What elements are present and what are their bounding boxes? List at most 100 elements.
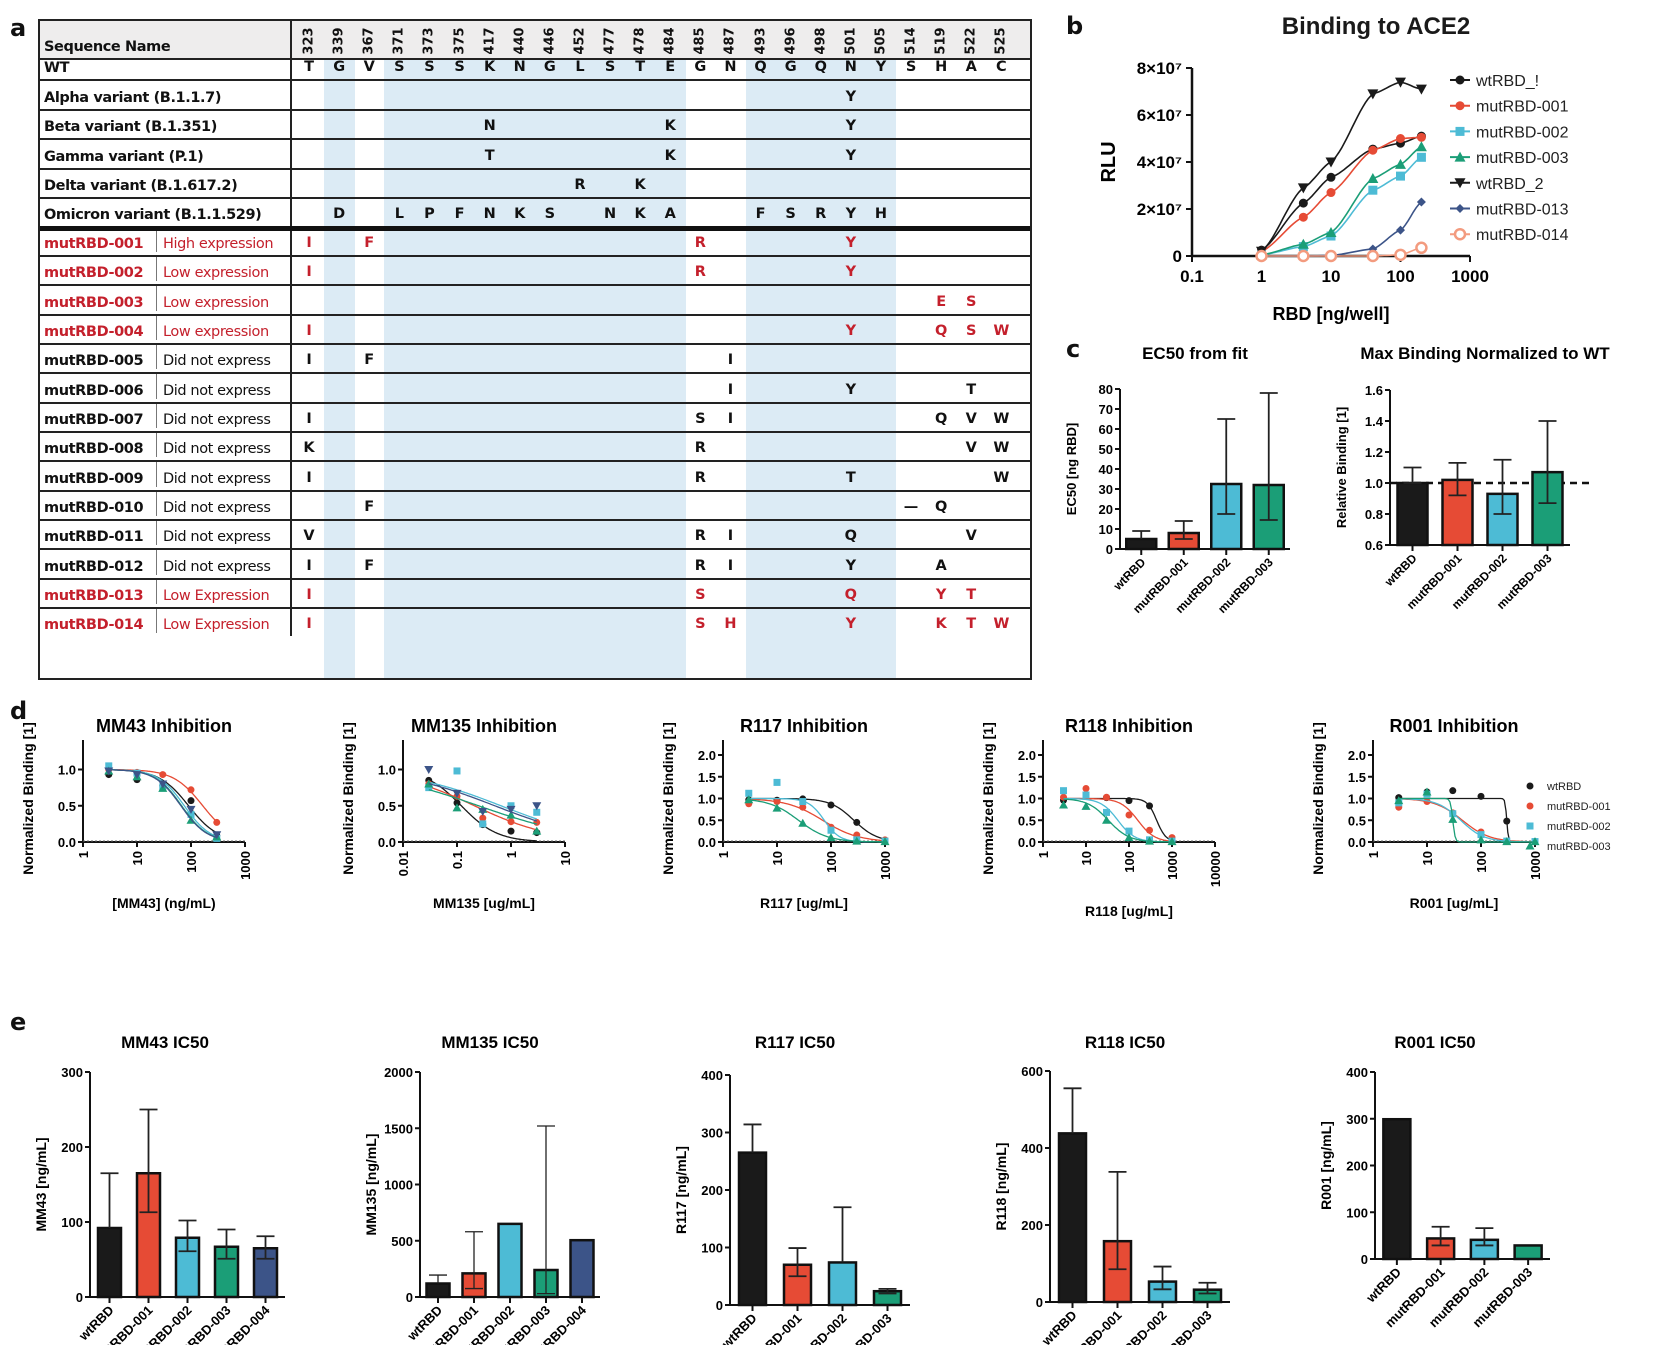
fit-curve-wtrbd- (1261, 135, 1422, 251)
y-tick-label: 70 (1099, 402, 1113, 417)
y-tick-label: 0.0 (698, 835, 716, 850)
expression-status: Did not express (163, 441, 271, 457)
data-point-circle (1125, 797, 1133, 805)
design-name: mutRBD-010 (44, 492, 157, 516)
row-name: Alpha variant (B.1.1.7) (40, 81, 292, 109)
data-point-open-circle (1324, 249, 1338, 263)
design-name: mutRBD-012 (44, 550, 157, 575)
position-label: 514 (903, 27, 919, 55)
data-point-circle (773, 798, 781, 806)
position-header: 519 (928, 23, 955, 59)
position-label: 498 (813, 27, 829, 55)
x-tick-label: 1 (504, 851, 519, 858)
x-tick-label: 0.1 (450, 851, 465, 869)
x-tick-label: wtRBD (1381, 551, 1420, 590)
x-tick-label: 10 (770, 851, 785, 865)
chart-title: R118 Inhibition (1065, 716, 1193, 736)
data-point-circle (1298, 212, 1308, 222)
expression-status: Did not express (163, 529, 271, 545)
residue-cell: V (965, 440, 977, 456)
data-point-triangle (424, 779, 434, 788)
row-name-cell: mutRBD-010 Did not express (40, 492, 292, 519)
design-name: mutRBD-001 (44, 231, 157, 252)
residue-cell: S (424, 59, 435, 75)
chart-title: R117 Inhibition (740, 716, 868, 736)
data-point-triangle (452, 803, 462, 812)
y-tick-label: 400 (1346, 1065, 1368, 1080)
residue-cell: Y (935, 587, 947, 603)
chart-title: R001 IC50 (1394, 1033, 1475, 1052)
residue-cell: I (727, 528, 734, 544)
data-point-circle (1103, 793, 1111, 801)
fit-curve-mutrbd-003 (748, 799, 885, 843)
y-tick-label: 0.0 (378, 835, 396, 850)
table-row-design: mutRBD-002 Low expression I R Y (40, 255, 1030, 284)
x-tick-label: 100 (184, 851, 199, 873)
chart-r001-inhibition: R001 Inhibition Normalized Binding [1] R00… (1310, 716, 1611, 911)
y-tick-label: 1.5 (1018, 770, 1036, 785)
chart-max-binding: Max Binding Normalized to WT Relative Bin… (1334, 345, 1610, 612)
x-tick-label: wtRBD (1110, 555, 1149, 594)
shaded-column (324, 58, 355, 678)
residue-cell: R (694, 528, 706, 544)
panel-letter-e: e (10, 1008, 27, 1036)
residue-cell: P (424, 206, 435, 222)
shaded-column (655, 58, 686, 678)
data-point-circle (1326, 188, 1336, 198)
data-point-triangle-down (212, 831, 222, 840)
residue-cell: S (394, 59, 405, 75)
bar-wtrbd (1396, 481, 1429, 547)
design-name: mutRBD-011 (44, 521, 157, 545)
residue-cell: T (484, 148, 495, 164)
shaded-column (595, 58, 626, 678)
position-header: 477 (597, 23, 624, 59)
chart-title: R118 IC50 (1085, 1033, 1165, 1052)
y-tick-label: 40 (1099, 462, 1113, 477)
data-point-circle (479, 814, 487, 822)
position-label: 505 (873, 27, 889, 55)
residue-cell: R (694, 235, 706, 251)
y-tick-label: 0.5 (1018, 813, 1036, 828)
y-tick-label: 1.4 (1365, 414, 1384, 429)
x-tick-label: wtRBD (1363, 1265, 1404, 1306)
y-tick-label: 1.5 (1348, 770, 1366, 785)
bar-wtrbd (96, 1226, 123, 1299)
y-tick-label: 0 (1106, 542, 1113, 557)
y-tick-label: 0.5 (698, 813, 716, 828)
data-point-circle (1326, 172, 1336, 182)
residue-cell: N (724, 59, 737, 75)
data-point-circle (1503, 817, 1511, 825)
data-point-open-circle (1255, 249, 1268, 263)
residue-cell: S (785, 206, 796, 222)
row-name-cell: mutRBD-004 Low expression (40, 316, 292, 343)
data-point-triangle-down (1454, 178, 1466, 189)
data-point-triangle-down (158, 780, 168, 789)
position-label: 493 (753, 27, 769, 55)
residue-cell: F (364, 235, 375, 251)
data-point-triangle (798, 818, 808, 827)
residue-cell: T (966, 616, 977, 632)
y-tick-label: 0.5 (1348, 813, 1366, 828)
data-point-circle (1146, 826, 1154, 834)
chart-title: R001 Inhibition (1389, 716, 1518, 736)
data-point-triangle (506, 810, 516, 819)
residue-cell: K (664, 118, 676, 134)
residue-cell: Y (845, 616, 857, 632)
data-point-triangle (1530, 837, 1540, 846)
table-row-design: mutRBD-004 Low expression I Y Q S W (40, 314, 1030, 343)
residue-cell: G (784, 59, 797, 75)
data-point-circle (187, 797, 195, 805)
chart-title: MM43 IC50 (121, 1033, 209, 1052)
table-row-variant: Delta variant (B.1.617.2) R K (40, 168, 1030, 197)
y-axis-label: Normalized Binding [1] (1310, 722, 1326, 874)
residue-cell: I (306, 470, 312, 486)
mutation-table: Sequence Name 323 339 367 371 373 375 417 440 446… (38, 19, 1032, 680)
residue-cell: S (454, 59, 465, 75)
fit-curve-mutrbd-001 (748, 798, 886, 842)
y-tick-label: 200 (701, 1183, 723, 1198)
y-tick-label: 4×10⁷ (1137, 153, 1182, 172)
data-point-triangle (532, 826, 542, 835)
residue-cell: A (965, 59, 977, 75)
y-tick-label: 1.0 (1365, 476, 1383, 491)
chart-mm43-inhibition: MM43 Inhibition Normalized Binding [1] [MM… (20, 716, 253, 911)
